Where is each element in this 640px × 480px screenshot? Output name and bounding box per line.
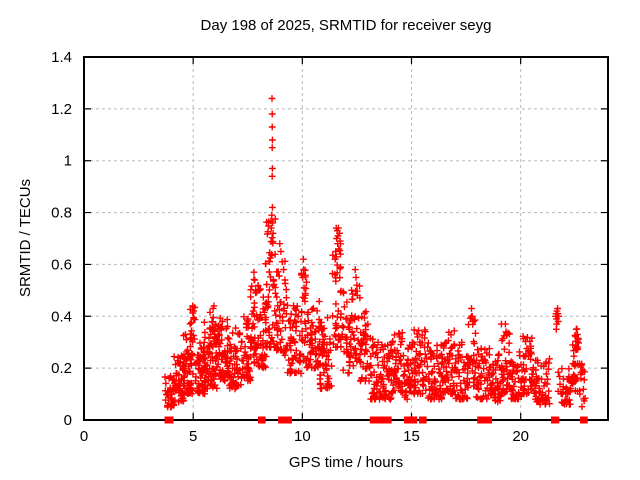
data-points <box>161 95 589 411</box>
axis-ticks <box>83 56 608 421</box>
zero-value-square <box>580 416 588 424</box>
zero-value-square <box>166 416 174 424</box>
x-tick-label: 0 <box>80 428 88 445</box>
tick-labels: 0 5 10 15 20 0 0.2 0.4 0.6 0.8 1 1.2 1.4 <box>51 49 529 445</box>
y-tick-label: 0.6 <box>51 256 72 273</box>
x-axis-label: GPS time / hours <box>289 454 403 471</box>
zero-value-square <box>379 416 387 424</box>
y-tick-label: 1.4 <box>51 49 72 66</box>
y-axis-label: SRMTID / TECUs <box>17 179 34 297</box>
zero-value-square <box>258 416 266 424</box>
zero-value-square <box>284 416 292 424</box>
zero-value-square <box>552 416 560 424</box>
y-tick-label: 1.2 <box>51 101 72 118</box>
zero-value-square <box>384 416 392 424</box>
zero-value-square <box>278 416 286 424</box>
x-tick-label: 10 <box>294 428 311 445</box>
grid <box>84 57 608 420</box>
y-tick-label: 1 <box>64 153 72 170</box>
y-tick-label: 0.8 <box>51 205 72 222</box>
zero-value-square <box>410 416 418 424</box>
zero-value-square <box>373 416 381 424</box>
y-tick-label: 0 <box>64 412 72 429</box>
x-tick-label: 15 <box>403 428 420 445</box>
chart-title: Day 198 of 2025, SRMTID for receiver sey… <box>201 17 492 34</box>
y-tick-label: 0.2 <box>51 360 72 377</box>
zero-value-markers <box>164 416 588 424</box>
x-tick-label: 5 <box>189 428 197 445</box>
x-tick-label: 20 <box>512 428 529 445</box>
plot-border <box>83 56 609 421</box>
zero-value-square <box>419 416 427 424</box>
zero-value-square <box>485 416 493 424</box>
y-tick-label: 0.4 <box>51 308 72 325</box>
